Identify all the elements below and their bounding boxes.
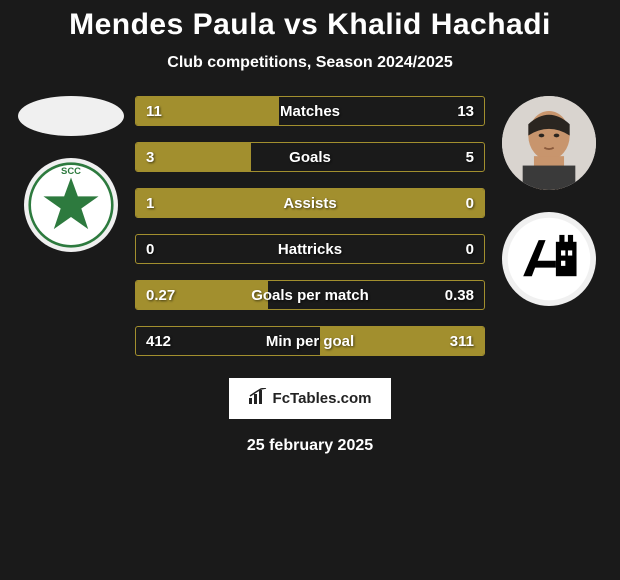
stat-label: Min per goal (136, 333, 484, 350)
player1-club-badge: SCC (24, 158, 118, 252)
comparison-area: SCC 11Matches133Goals51Assists00Hattrick… (0, 96, 620, 356)
stat-value-right: 13 (457, 103, 474, 120)
stat-label: Hattricks (136, 241, 484, 258)
stat-label: Assists (136, 195, 484, 212)
stat-label: Goals (136, 149, 484, 166)
watermark-text: FcTables.com (273, 390, 372, 407)
player-right-column (499, 96, 599, 306)
chart-icon (249, 388, 267, 409)
stat-row: 1Assists0 (135, 188, 485, 218)
stat-row: 3Goals5 (135, 142, 485, 172)
stat-value-right: 0 (466, 195, 474, 212)
subtitle: Club competitions, Season 2024/2025 (167, 54, 452, 72)
player-left-column: SCC (21, 96, 121, 252)
player2-club-badge (502, 212, 596, 306)
player1-photo (18, 96, 124, 136)
stat-row: 412Min per goal311 (135, 326, 485, 356)
stat-value-right: 0.38 (445, 287, 474, 304)
stat-value-right: 5 (466, 149, 474, 166)
stat-bars: 11Matches133Goals51Assists00Hattricks00.… (135, 96, 485, 356)
stat-value-right: 0 (466, 241, 474, 258)
stat-row: 0.27Goals per match0.38 (135, 280, 485, 310)
stat-row: 0Hattricks0 (135, 234, 485, 264)
date-label: 25 february 2025 (247, 437, 373, 455)
svg-text:SCC: SCC (61, 166, 81, 177)
page-title: Mendes Paula vs Khalid Hachadi (69, 8, 551, 42)
stat-label: Matches (136, 103, 484, 120)
stat-value-right: 311 (450, 333, 474, 350)
watermark: FcTables.com (229, 378, 392, 419)
stat-row: 11Matches13 (135, 96, 485, 126)
player2-photo (502, 96, 596, 190)
stat-label: Goals per match (136, 287, 484, 304)
